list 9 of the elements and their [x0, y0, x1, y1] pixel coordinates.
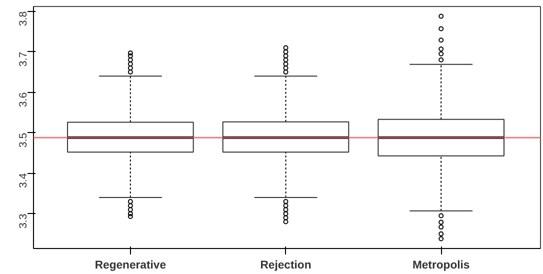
y-tick-label: 3.7 — [18, 52, 30, 67]
y-tick-label: 3.6 — [18, 92, 30, 108]
y-tick-label: 3.3 — [18, 214, 30, 229]
y-tick-label: 3.8 — [18, 11, 30, 26]
x-tick-label: Rejection — [260, 260, 312, 272]
y-tick-label: 3.4 — [18, 173, 30, 188]
x-tick-label: Metropolis — [412, 260, 470, 272]
y-tick-label: 3.5 — [18, 132, 30, 148]
x-tick-label: Regenerative — [94, 260, 166, 272]
